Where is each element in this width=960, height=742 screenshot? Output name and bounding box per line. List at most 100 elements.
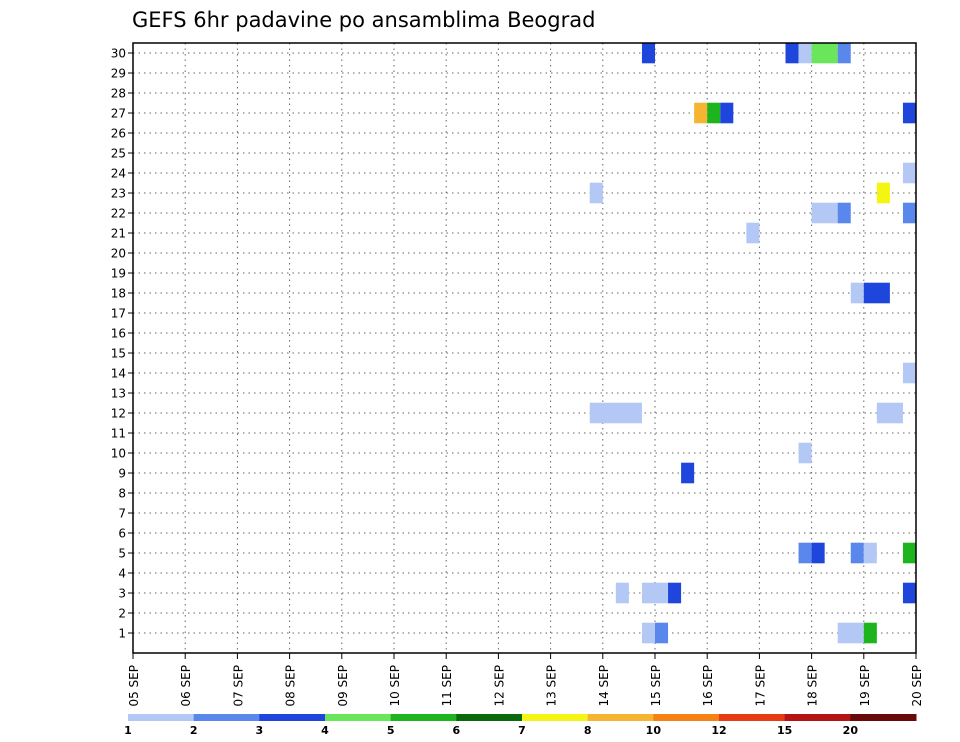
colorbar-swatch [587,714,654,721]
data-cell [707,102,721,124]
data-cell [902,162,916,184]
colorbar-label: 3 [256,724,264,737]
y-tick-label: 27 [111,107,126,121]
data-cell [615,582,629,604]
colorbar-swatch [128,714,195,721]
y-tick-label: 30 [111,47,126,61]
data-cell [641,582,669,604]
data-cell [902,362,916,384]
x-tick-label: 13 SEP [545,665,559,707]
data-cell [863,542,877,564]
data-cell [655,622,669,644]
colorbar-label: 4 [321,724,329,737]
x-tick-label: 15 SEP [649,665,663,707]
data-cell [902,542,916,564]
colorbar-legend: 1 2 3 4 5 6 7 8 10 12 15 20 [124,714,917,737]
data-cell [798,542,812,564]
colorbar-swatch [193,714,260,721]
x-tick-label: 10 SEP [388,665,402,707]
data-cell [811,202,838,224]
data-cell [641,622,655,644]
data-cell [876,182,890,204]
x-tick-label: 19 SEP [858,665,872,707]
x-tick-label: 14 SEP [597,665,611,707]
y-tick-label: 18 [111,287,126,301]
colorbar-label: 6 [453,724,461,737]
colorbar-label: 10 [646,724,662,737]
y-tick-label: 5 [118,547,126,561]
y-tick-label: 11 [111,427,126,441]
x-tick-label: 06 SEP [179,665,193,707]
y-tick-label: 2 [118,607,126,621]
grid-lines [133,43,916,653]
data-cell [694,102,708,124]
colorbar-label: 7 [518,724,526,737]
data-cell [811,542,825,564]
x-tick-label: 17 SEP [753,665,767,707]
y-tick-label: 16 [111,327,126,341]
data-cell [876,402,903,424]
data-cell [850,542,864,564]
colorbar-swatch [719,714,786,721]
x-tick-label: 08 SEP [284,665,298,707]
data-cell [837,622,864,644]
y-tick-label: 17 [111,307,126,321]
y-tick-label: 13 [111,387,126,401]
data-cell [589,182,603,204]
colorbar-swatch [390,714,457,721]
data-cell [798,442,812,464]
colorbar-label: 12 [711,724,726,737]
x-tick-label: 18 SEP [806,665,820,707]
data-cell [785,42,799,64]
y-tick-label: 3 [118,587,126,601]
y-tick-label: 14 [111,367,126,381]
y-tick-label: 7 [118,507,126,521]
y-tick-label: 10 [111,447,126,461]
y-tick-label: 1 [118,627,126,641]
y-tick-label: 21 [111,227,126,241]
y-axis: 1234567891011121314151617181920212223242… [111,47,133,641]
data-cell [902,102,916,124]
y-tick-label: 4 [118,567,126,581]
data-cell [798,42,812,64]
x-tick-label: 09 SEP [336,665,350,707]
colorbar-swatch [456,714,523,721]
data-cell [837,42,851,64]
data-cell [641,42,655,64]
data-cell [863,622,877,644]
data-cell [681,462,695,484]
colorbar-label: 1 [124,724,132,737]
colorbar-swatch [325,714,392,721]
x-tick-label: 07 SEP [231,665,245,707]
y-tick-label: 23 [111,187,126,201]
y-tick-label: 12 [111,407,126,421]
y-tick-label: 28 [111,87,126,101]
x-tick-label: 05 SEP [127,665,141,707]
x-tick-label: 11 SEP [440,665,454,707]
colorbar-swatch [653,714,720,721]
data-cell [589,402,642,424]
colorbar-label: 20 [843,724,859,737]
y-tick-label: 25 [111,147,126,161]
y-tick-label: 22 [111,207,126,221]
y-tick-label: 29 [111,67,126,81]
plot-frame [132,42,917,654]
data-cell [863,282,890,304]
colorbar-label: 15 [777,724,792,737]
colorbar-label: 2 [190,724,198,737]
data-cell [850,282,864,304]
colorbar-swatch [850,714,917,721]
colorbar-swatch [259,714,326,721]
x-tick-label: 12 SEP [492,665,506,707]
y-tick-label: 6 [118,527,126,541]
x-tick-label: 20 SEP [910,665,924,707]
x-tick-label: 16 SEP [701,665,715,707]
y-tick-label: 15 [111,347,126,361]
data-cell [746,222,760,244]
y-tick-label: 24 [111,167,126,181]
colorbar-swatch [784,714,851,721]
data-cell [811,42,838,64]
y-tick-label: 26 [111,127,126,141]
y-tick-label: 19 [111,267,126,281]
